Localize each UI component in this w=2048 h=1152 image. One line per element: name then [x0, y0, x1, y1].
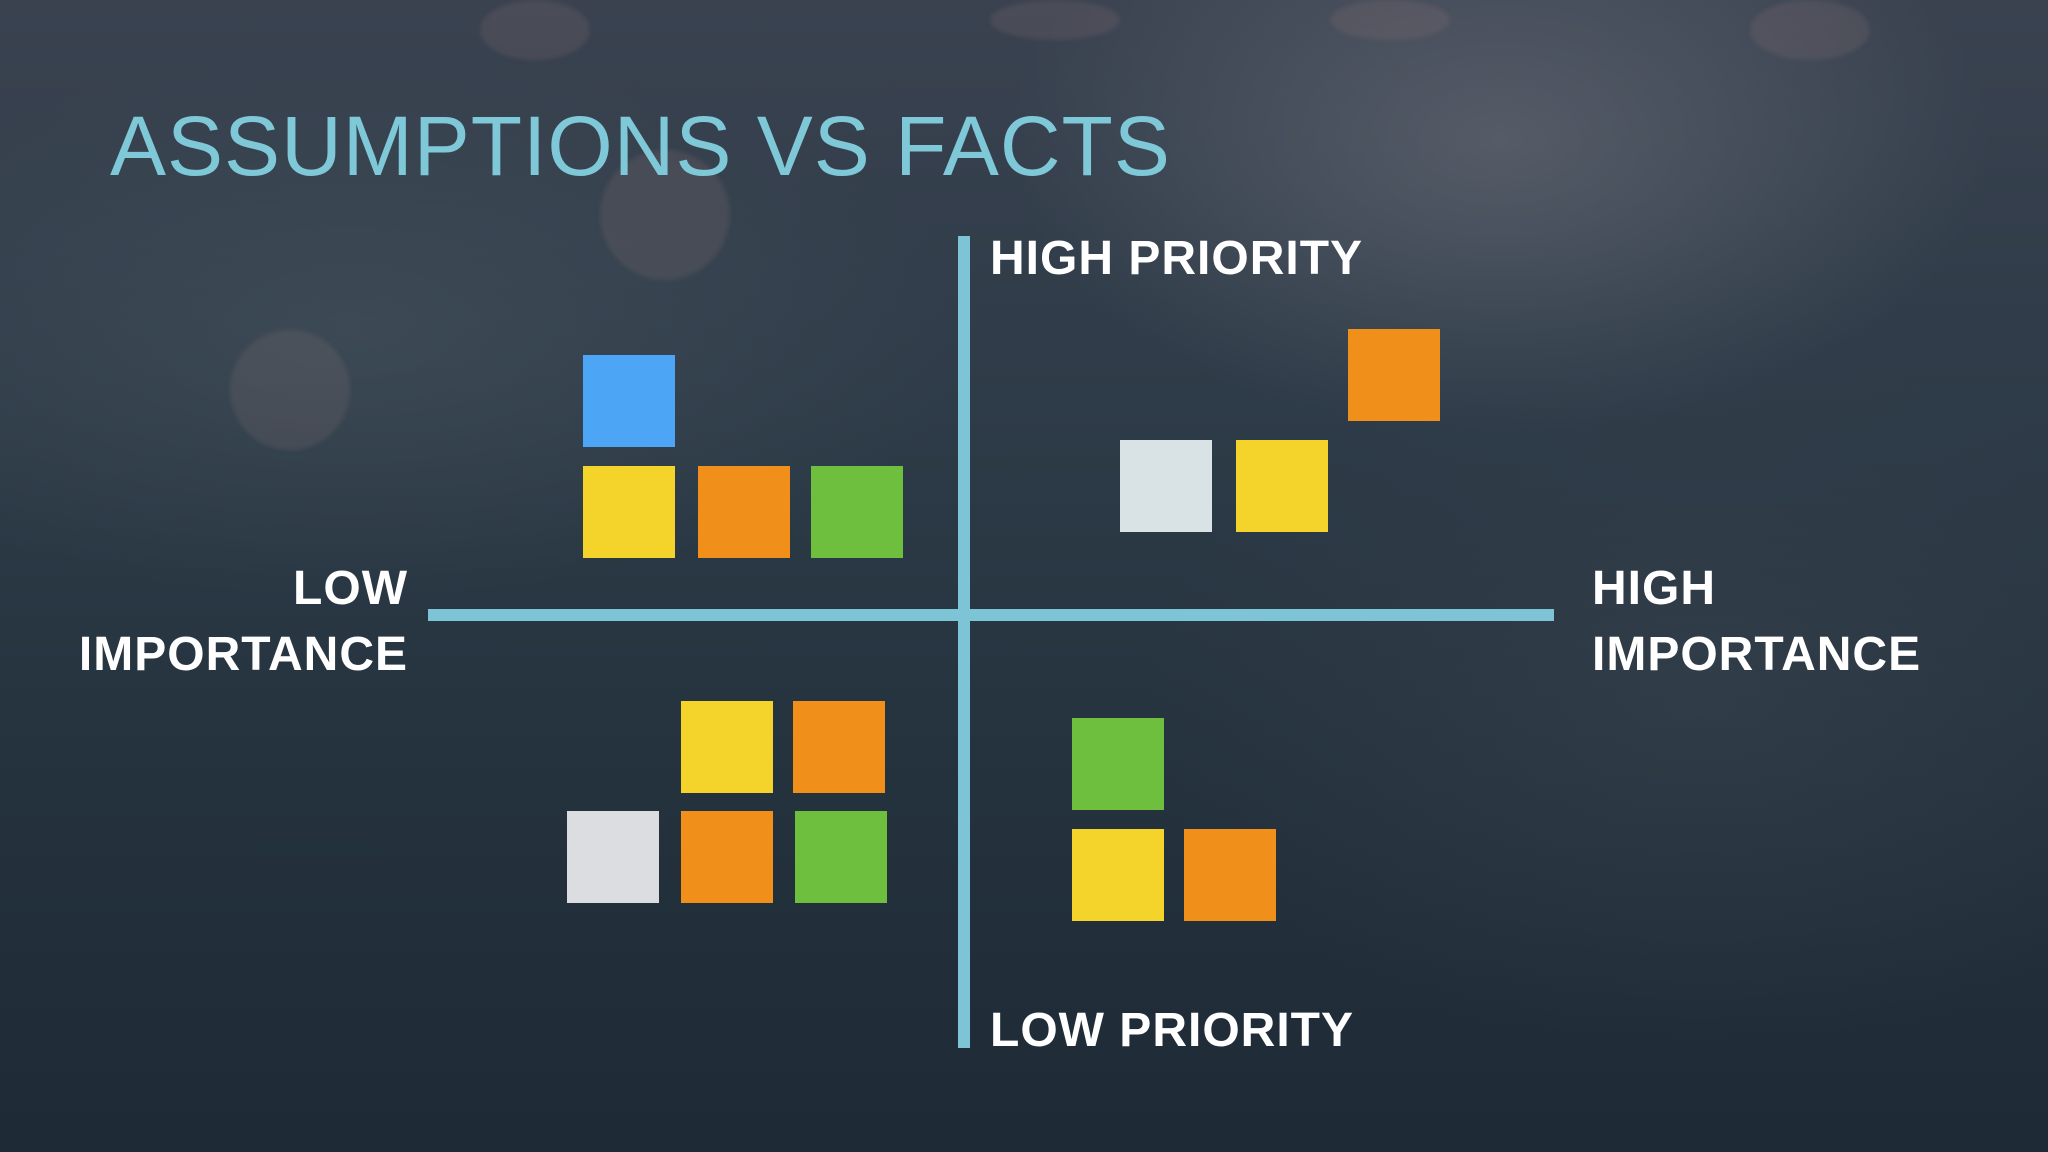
sticky-note-bottom-left-3: [567, 811, 659, 903]
high-importance-label: HIGH IMPORTANCE: [1592, 556, 1921, 688]
high-importance-label-line-1: HIGH: [1592, 562, 1716, 615]
importance-axis: [428, 609, 1554, 621]
high-priority-label: HIGH PRIORITY: [990, 232, 1364, 285]
sticky-note-top-left-4: [811, 466, 903, 558]
sticky-note-top-left-2: [583, 466, 675, 558]
low-priority-label: LOW PRIORITY: [990, 1004, 1354, 1057]
sticky-note-bottom-right-2: [1072, 829, 1164, 921]
bokeh-light: [1750, 0, 1870, 60]
bokeh-light: [600, 150, 730, 280]
low-importance-label-line-2: IMPORTANCE: [78, 628, 408, 681]
low-importance-label: LOW IMPORTANCE: [79, 556, 408, 688]
sticky-note-bottom-left-4: [681, 811, 773, 903]
sticky-note-top-left-3: [698, 466, 790, 558]
bokeh-light: [480, 0, 590, 60]
bokeh-light: [230, 330, 350, 450]
high-importance-label-line-2: IMPORTANCE: [1592, 628, 1922, 681]
sticky-note-bottom-left-5: [795, 811, 887, 903]
sticky-note-bottom-left-1: [681, 701, 773, 793]
bokeh-light: [1330, 0, 1450, 40]
sticky-note-bottom-right-3: [1184, 829, 1276, 921]
priority-axis: [958, 236, 970, 1048]
slide-title: ASSUMPTIONS VS FACTS: [110, 99, 1171, 193]
sticky-note-bottom-right-1: [1072, 718, 1164, 810]
low-importance-label-line-1: LOW: [293, 562, 408, 615]
sticky-note-top-right-1: [1348, 329, 1440, 421]
bokeh-light: [990, 0, 1120, 40]
sticky-note-top-left-1: [583, 355, 675, 447]
sticky-note-top-right-3: [1236, 440, 1328, 532]
sticky-note-top-right-2: [1120, 440, 1212, 532]
sticky-note-bottom-left-2: [793, 701, 885, 793]
